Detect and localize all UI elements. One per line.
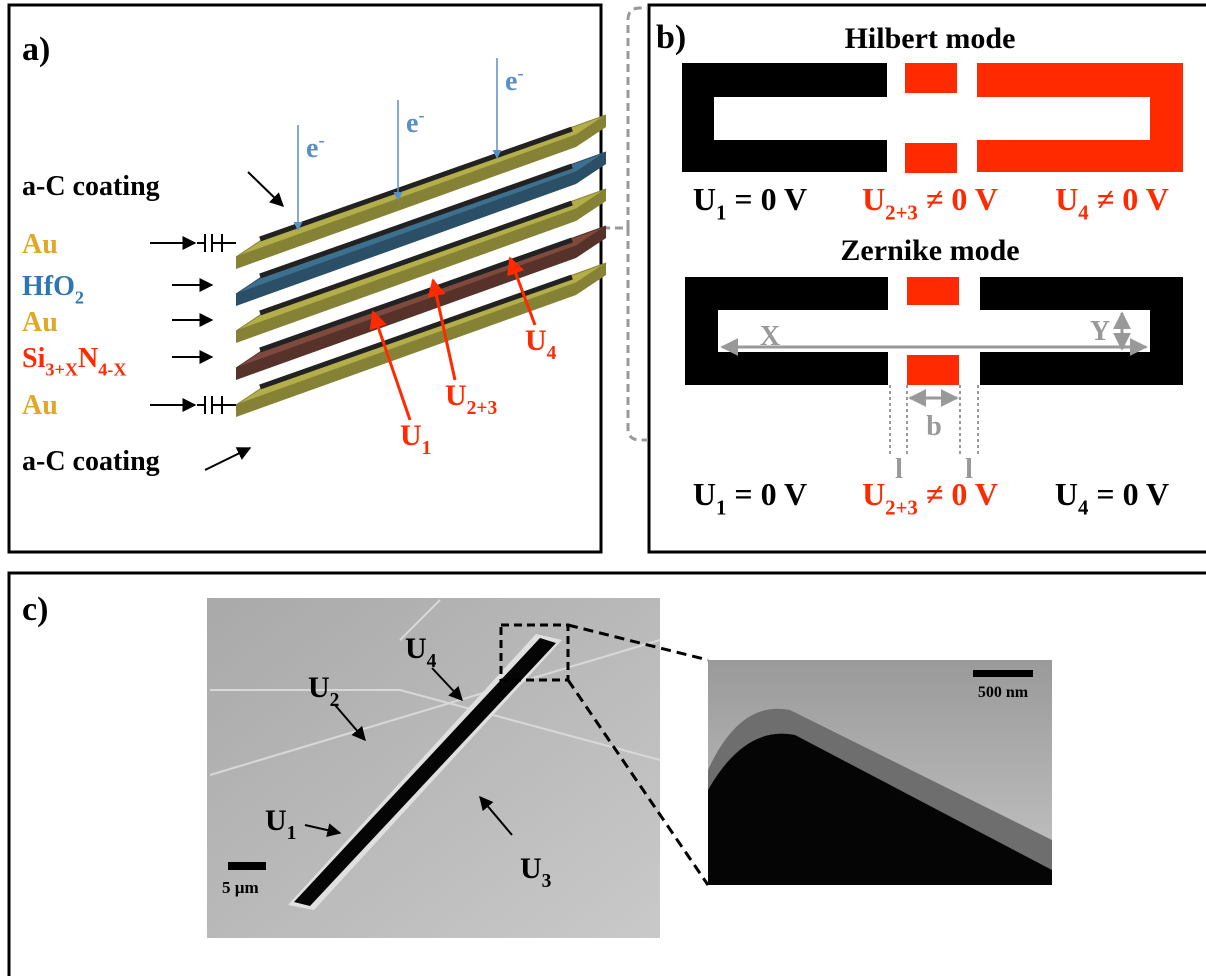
panel-label: b) bbox=[656, 19, 686, 56]
text-part: 1 bbox=[716, 202, 726, 225]
text-part: 2+3 bbox=[885, 497, 918, 520]
text-part: - bbox=[418, 105, 424, 125]
scale-label: 500 nm bbox=[978, 684, 1029, 701]
electrode bbox=[977, 63, 1183, 172]
text-part: Si bbox=[22, 343, 46, 374]
electrode bbox=[980, 277, 1183, 385]
dimension-label: Y bbox=[1090, 316, 1110, 347]
electrode bbox=[682, 63, 887, 172]
text-part: - bbox=[517, 63, 523, 83]
text-part: ≠ 0 V bbox=[918, 181, 998, 217]
text-part: 2+3 bbox=[885, 202, 918, 225]
voltage-label: U4 bbox=[525, 324, 557, 364]
layer-label: Au bbox=[22, 390, 58, 421]
dimension-label: l bbox=[965, 454, 973, 485]
scale-bar bbox=[228, 862, 266, 870]
text-part: 4 bbox=[1078, 202, 1089, 225]
text-part: 4 bbox=[1078, 497, 1089, 520]
voltage-label: U2+3 ≠ 0 V bbox=[862, 181, 998, 225]
dimension-label: b bbox=[926, 411, 942, 442]
text-part: = 0 V bbox=[726, 476, 807, 512]
text-part: 1 bbox=[287, 823, 297, 844]
text-part: = 0 V bbox=[726, 181, 807, 217]
arrow bbox=[373, 312, 410, 420]
mode-title: Hilbert mode bbox=[845, 22, 1016, 55]
electrode bbox=[685, 277, 888, 385]
text-part: e bbox=[306, 133, 318, 164]
text-part: U bbox=[693, 476, 716, 512]
electrode bbox=[905, 63, 957, 93]
mode-title: Zernike mode bbox=[840, 234, 1019, 267]
text-part: U bbox=[445, 379, 467, 412]
text-part: U bbox=[525, 324, 547, 357]
text-part: U bbox=[308, 671, 330, 704]
text-part: e bbox=[505, 66, 517, 97]
voltage-label: U2+3 bbox=[445, 379, 498, 419]
text-part: 2+3 bbox=[467, 398, 498, 419]
text-part: 1 bbox=[422, 438, 432, 459]
text-part: e bbox=[406, 108, 418, 139]
text-part: - bbox=[318, 130, 324, 150]
layer-label: a-C coating bbox=[22, 446, 160, 477]
electrode bbox=[905, 143, 957, 173]
text-part: U bbox=[1055, 476, 1078, 512]
text-part: a-C coating bbox=[22, 171, 160, 202]
electrode bbox=[907, 277, 959, 305]
text-part: 4-X bbox=[98, 359, 126, 379]
text-part: = 0 V bbox=[1088, 476, 1169, 512]
text-part: U bbox=[862, 181, 885, 217]
voltage-label: U4 ≠ 0 V bbox=[1055, 181, 1169, 225]
arrow bbox=[205, 448, 250, 470]
text-part: ≠ 0 V bbox=[1089, 181, 1169, 217]
electron-label: e- bbox=[505, 63, 524, 97]
electron-label: e- bbox=[406, 105, 425, 139]
scale-bar bbox=[973, 670, 1033, 677]
zoom-bracket bbox=[602, 8, 648, 440]
text-part: Au bbox=[22, 229, 58, 260]
text-part: Au bbox=[22, 307, 58, 338]
panel-label: a) bbox=[22, 31, 50, 68]
scale-label: 5 µm bbox=[222, 878, 259, 897]
figure: a)e-e-e-a-C coatingAuHfO2AuSi3+XN4-XAua-… bbox=[0, 0, 1206, 976]
layer-label: Si3+XN4-X bbox=[22, 343, 126, 379]
dimension-label: X bbox=[760, 321, 780, 352]
layer-label: Au bbox=[22, 307, 58, 338]
text-part: Au bbox=[22, 390, 58, 421]
voltage-label: U4 = 0 V bbox=[1055, 476, 1169, 520]
panel-label: c) bbox=[22, 591, 48, 628]
text-part: U bbox=[693, 181, 716, 217]
dimension-label: l bbox=[895, 454, 903, 485]
voltage-label: U2+3 ≠ 0 V bbox=[862, 476, 998, 520]
voltage-label: U1 = 0 V bbox=[693, 476, 807, 520]
text-part: U bbox=[1055, 181, 1078, 217]
arrow bbox=[248, 172, 283, 206]
text-part: 4 bbox=[547, 343, 557, 364]
text-part: 3 bbox=[542, 871, 552, 892]
text-part: 1 bbox=[716, 497, 726, 520]
text-part: U bbox=[400, 419, 422, 452]
capacitor bbox=[197, 396, 236, 414]
layer-label: Au bbox=[22, 229, 58, 260]
text-part: U bbox=[265, 804, 287, 837]
capacitor bbox=[197, 234, 236, 252]
text-part: HfO bbox=[22, 271, 75, 302]
layer-label: HfO2 bbox=[22, 271, 84, 307]
voltage-label: U1 = 0 V bbox=[693, 181, 807, 225]
electrode bbox=[907, 355, 959, 385]
layer-label: a-C coating bbox=[22, 171, 160, 202]
text-part: N bbox=[78, 343, 98, 374]
voltage-label: U1 bbox=[400, 419, 431, 459]
text-part: 3+X bbox=[45, 359, 78, 379]
text-part: U bbox=[862, 476, 885, 512]
text-part: U bbox=[405, 632, 427, 665]
text-part: 2 bbox=[75, 287, 84, 307]
text-part: ≠ 0 V bbox=[918, 476, 998, 512]
electron-label: e- bbox=[306, 130, 325, 164]
text-part: a-C coating bbox=[22, 446, 160, 477]
text-part: U bbox=[520, 852, 542, 885]
